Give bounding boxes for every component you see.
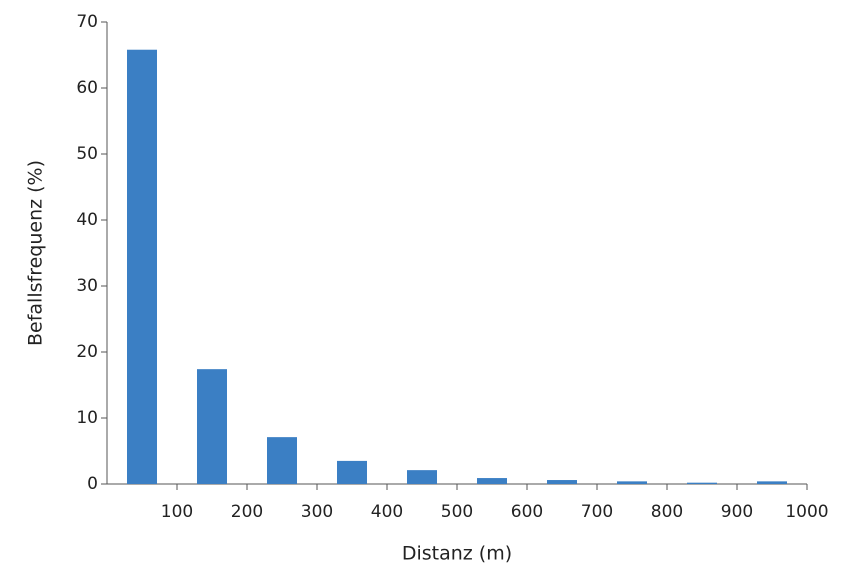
bar [267, 437, 297, 484]
bar [547, 480, 577, 484]
x-tick-label: 400 [371, 502, 403, 522]
x-tick-label: 1000 [785, 502, 828, 522]
y-tick-label: 40 [76, 210, 98, 230]
y-tick-label: 30 [76, 276, 98, 296]
y-tick-label: 10 [76, 408, 98, 428]
bar [687, 482, 717, 484]
y-axis-title: Befallsfrequenz (%) [25, 160, 47, 346]
bar [617, 481, 647, 484]
x-tick-label: 900 [721, 502, 753, 522]
y-tick-label: 0 [87, 474, 98, 494]
x-tick-label: 500 [441, 502, 473, 522]
y-tick-label: 60 [76, 78, 98, 98]
bar [197, 369, 227, 484]
x-tick-label: 100 [161, 502, 193, 522]
bar [127, 49, 157, 484]
bar [757, 481, 787, 484]
bar [407, 470, 437, 484]
x-tick-label: 300 [301, 502, 333, 522]
x-tick-label: 600 [511, 502, 543, 522]
x-tick-label: 700 [581, 502, 613, 522]
x-axis-title: Distanz (m) [402, 543, 512, 565]
y-tick-label: 50 [76, 144, 98, 164]
x-tick-label: 200 [231, 502, 263, 522]
y-tick-label: 20 [76, 342, 98, 362]
bar [477, 478, 507, 484]
x-tick-label: 800 [651, 502, 683, 522]
y-tick-label: 70 [76, 12, 98, 32]
bar [337, 460, 367, 484]
